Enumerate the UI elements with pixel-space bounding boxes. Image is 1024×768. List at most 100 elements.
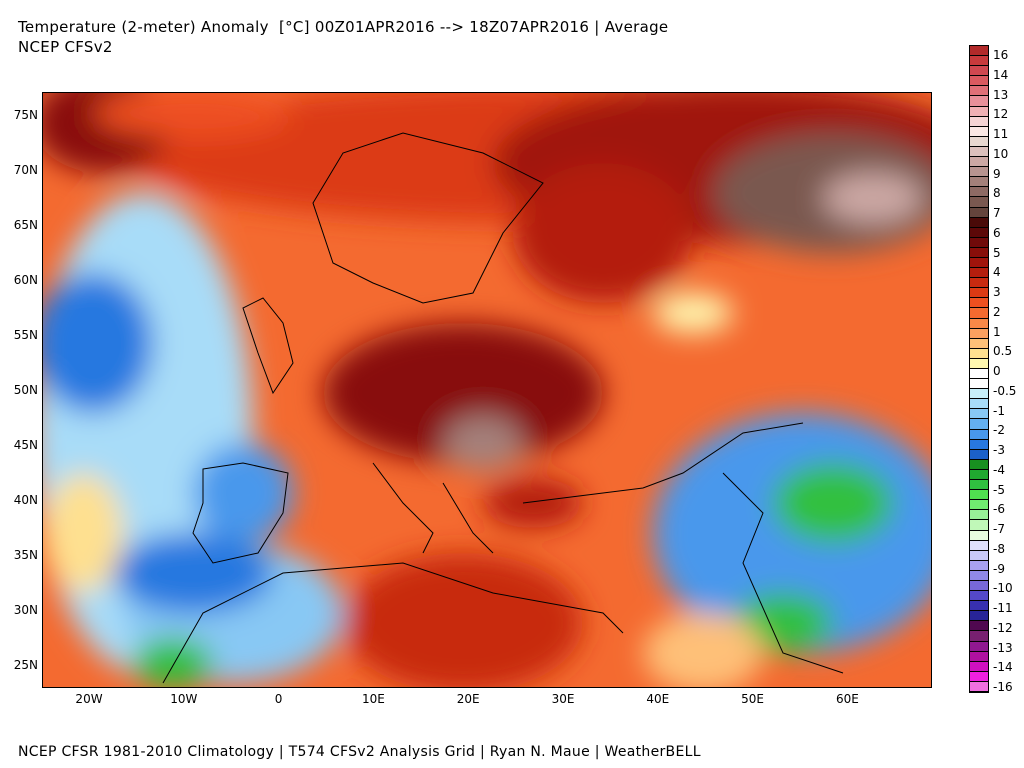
colorbar-cell xyxy=(970,157,988,168)
colorbar-label: 7 xyxy=(993,206,1001,220)
colorbar-label: -6 xyxy=(993,502,1005,517)
colorbar-cell xyxy=(970,308,988,319)
colorbar-cell xyxy=(970,641,988,652)
colorbar-label: -2 xyxy=(993,423,1005,438)
colorbar-cell xyxy=(970,146,988,158)
lat-tick-label: 60N xyxy=(13,273,38,287)
colorbar-label: 6 xyxy=(993,225,1001,240)
colorbar-cell xyxy=(970,288,988,299)
colorbar-cell xyxy=(970,570,988,581)
colorbar-cell xyxy=(970,490,988,501)
colorbar-cell xyxy=(970,328,988,339)
colorbar-label: 10 xyxy=(993,146,1009,161)
colorbar-cell xyxy=(970,389,988,400)
colorbar-cell xyxy=(970,247,988,258)
lon-tick-label: 10E xyxy=(361,692,385,706)
colorbar-cell xyxy=(970,76,988,87)
lon-tick-label: 40E xyxy=(646,692,670,706)
lat-tick-label: 65N xyxy=(13,218,38,232)
colorbar-label: -13 xyxy=(993,640,1013,655)
colorbar-cell xyxy=(970,530,988,541)
colorbar-cell xyxy=(970,227,988,238)
colorbar-label: 3 xyxy=(993,285,1001,299)
lat-tick-label: 50N xyxy=(13,383,38,397)
colorbar-cell xyxy=(970,237,988,248)
map-title: Temperature (2-meter) Anomaly [°C] 00Z01… xyxy=(18,18,669,36)
colorbar-cell xyxy=(970,348,988,359)
colorbar-label: -16 xyxy=(993,680,1013,694)
lat-tick-label: 25N xyxy=(13,658,38,672)
colorbar-label: 0 xyxy=(993,364,1001,378)
lon-tick-label: 60E xyxy=(835,692,859,706)
colorbar-cell xyxy=(970,671,988,682)
colorbar-label: 5 xyxy=(993,245,1001,260)
colorbar-label: -8 xyxy=(993,541,1005,556)
lat-tick-label: 70N xyxy=(13,163,38,177)
colorbar-cell xyxy=(970,358,988,369)
colorbar-cell xyxy=(970,338,988,349)
colorbar-cell xyxy=(970,318,988,329)
colorbar-cell xyxy=(970,651,988,662)
footer-credits: NCEP CFSR 1981-2010 Climatology | T574 C… xyxy=(18,744,701,760)
colorbar-cell xyxy=(970,187,988,198)
colorbar-label: -1 xyxy=(993,403,1005,418)
colorbar-cell xyxy=(970,86,988,97)
lat-tick-label: 40N xyxy=(13,493,38,507)
colorbar-label: 4 xyxy=(993,265,1001,280)
colorbar-cell xyxy=(970,106,988,117)
lon-tick-label: 20W xyxy=(75,692,103,706)
colorbar-cell xyxy=(970,268,988,279)
colorbar-label: -9 xyxy=(993,561,1005,576)
colorbar-label: 1 xyxy=(993,324,1001,339)
lat-tick-label: 35N xyxy=(13,548,38,562)
colorbar-cell xyxy=(970,379,988,390)
colorbar-cell xyxy=(970,409,988,420)
colorbar-cell xyxy=(970,611,988,622)
colorbar-cell xyxy=(970,96,988,107)
colorbar-cell xyxy=(970,661,988,672)
lat-tick-label: 45N xyxy=(13,438,38,452)
colorbar-cell xyxy=(970,500,988,511)
colorbar-cell xyxy=(970,298,988,309)
lat-tick-label: 55N xyxy=(13,328,38,342)
colorbar-label: 16 xyxy=(993,48,1009,62)
colorbar-label: 11 xyxy=(993,127,1009,141)
colorbar-cell xyxy=(970,520,988,531)
lat-tick-label: 30N xyxy=(13,603,38,617)
lat-tick-label: 75N xyxy=(13,108,38,122)
colorbar-cell xyxy=(970,278,988,289)
colorbar-cell xyxy=(970,591,988,602)
colorbar-label: -4 xyxy=(993,462,1005,477)
colorbar-label: -12 xyxy=(993,620,1013,635)
colorbar-cell xyxy=(970,257,988,269)
colorbar-label: 13 xyxy=(993,87,1009,102)
colorbar-cell xyxy=(970,601,988,612)
colorbar-label: 14 xyxy=(993,67,1009,82)
colorbar-label: 2 xyxy=(993,304,1001,319)
colorbar-cell xyxy=(970,126,988,137)
colorbar-cell xyxy=(970,449,988,460)
colorbar-label: -3 xyxy=(993,443,1005,457)
colorbar-cell xyxy=(970,550,988,561)
colorbar-cell xyxy=(970,369,988,380)
colorbar-label: -10 xyxy=(993,581,1013,596)
lon-tick-label: 50E xyxy=(741,692,765,706)
colorbar-label: -14 xyxy=(993,660,1013,675)
colorbar-cell xyxy=(970,681,988,692)
colorbar-label: -5 xyxy=(993,482,1005,497)
colorbar-cell xyxy=(970,510,988,521)
coastlines xyxy=(162,132,844,684)
colorbar-cell xyxy=(970,469,988,481)
colorbar-cell xyxy=(970,459,988,470)
lon-tick-label: 0 xyxy=(274,692,283,706)
colorbar-cell xyxy=(970,580,988,592)
lon-tick-label: 30E xyxy=(551,692,575,706)
model-label: NCEP CFSv2 xyxy=(18,38,113,56)
colorbar-cell xyxy=(970,631,988,642)
colorbar-label: -0.5 xyxy=(993,383,1017,398)
colorbar-cell xyxy=(970,621,988,632)
colorbar-label: 9 xyxy=(993,166,1001,181)
colorbar xyxy=(969,45,989,693)
colorbar-cell xyxy=(970,56,988,67)
colorbar-cell xyxy=(970,560,988,571)
